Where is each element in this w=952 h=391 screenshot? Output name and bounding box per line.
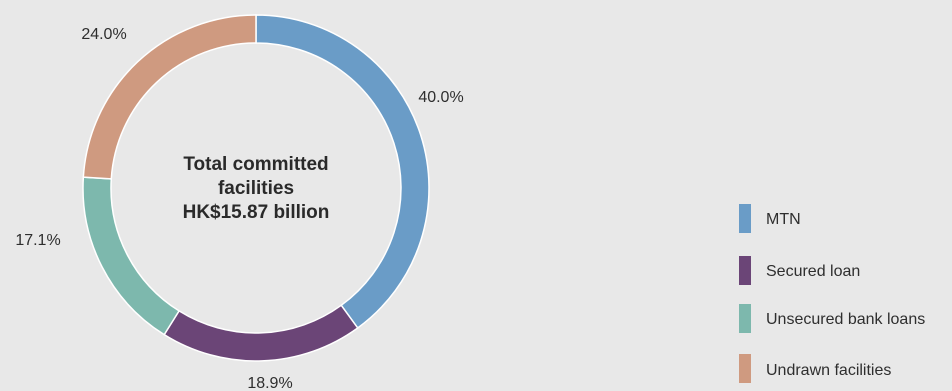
slice-label-secured-loan: 18.9% [247,375,292,391]
slice-label-undrawn-facilities: 24.0% [81,26,126,43]
slice-label-unsecured-bank-loans: 17.1% [15,232,60,249]
legend-swatch-mtn [739,204,751,233]
legend-label-undrawn-facilities: Undrawn facilities [766,362,891,379]
slice-label-mtn: 40.0% [418,89,463,106]
center-label-line-1: Total committed [183,154,328,175]
donut-slice-secured-loan [163,304,359,362]
legend-label-secured-loan: Secured loan [766,263,860,280]
center-label-line-3: HK$15.87 billion [183,202,330,223]
center-label: Total committed facilities HK$15.87 bill… [183,154,330,223]
legend-swatch-undrawn-facilities [739,354,751,383]
slice-labels: 40.0% 18.9% 17.1% 24.0% [15,26,463,391]
legend: MTN Secured loan Unsecured bank loans Un… [739,204,925,383]
legend-label-unsecured-bank-loans: Unsecured bank loans [766,311,925,328]
center-label-line-2: facilities [218,178,294,199]
legend-swatch-unsecured-bank-loans [739,304,751,333]
donut-slice-unsecured-bank-loans [82,176,181,336]
legend-swatch-secured-loan [739,256,751,285]
donut-slices [82,14,430,362]
legend-label-mtn: MTN [766,211,801,228]
donut-slice-undrawn-facilities [82,14,257,180]
